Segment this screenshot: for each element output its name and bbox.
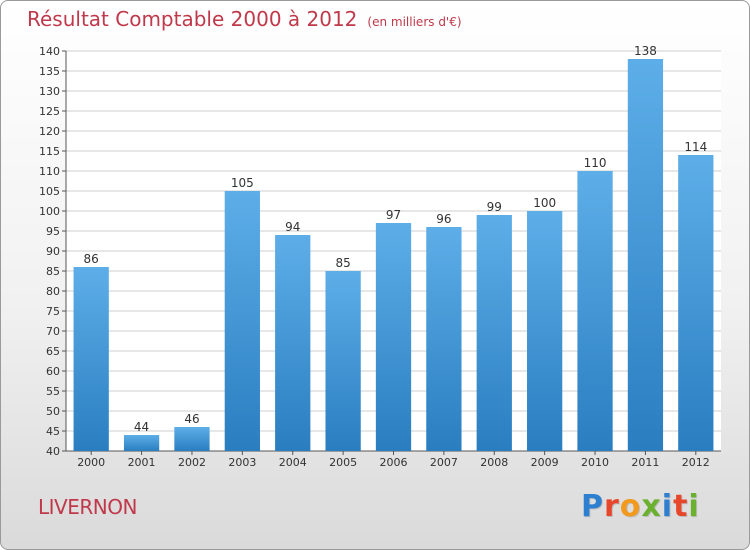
bar-value-label: 100 (533, 196, 556, 210)
bar (325, 271, 361, 451)
bar (375, 223, 412, 451)
bar-value-label: 105 (231, 176, 254, 190)
bar-value-label: 99 (487, 200, 502, 214)
x-tick-label: 2003 (228, 456, 256, 469)
y-tick-label: 85 (46, 265, 60, 278)
y-tick-label: 110 (39, 165, 60, 178)
y-tick-label: 75 (46, 305, 60, 318)
logo-letter: P (581, 489, 604, 524)
bar-value-label: 46 (184, 412, 199, 426)
place-name: LIVERNON (38, 495, 137, 519)
bar-value-label: 44 (134, 420, 149, 434)
y-tick-label: 130 (39, 85, 60, 98)
y-tick-label: 105 (39, 185, 60, 198)
bar-value-label: 94 (285, 220, 300, 234)
x-tick-label: 2005 (329, 456, 357, 469)
y-tick-label: 80 (46, 285, 60, 298)
y-tick-label: 60 (46, 365, 60, 378)
y-tick-label: 115 (39, 145, 60, 158)
chart-title: Résultat Comptable 2000 à 2012 (en millie… (27, 7, 462, 31)
y-tick-label: 140 (39, 45, 60, 58)
x-tick-label: 2009 (531, 456, 559, 469)
y-tick-label: 65 (46, 345, 60, 358)
y-tick-label: 45 (46, 425, 60, 438)
bar (275, 235, 311, 451)
x-tick-label: 2002 (178, 456, 206, 469)
bar-value-label: 110 (584, 156, 607, 170)
bar (123, 435, 160, 451)
y-tick-label: 70 (46, 325, 60, 338)
x-tick-label: 2012 (682, 456, 710, 469)
bar (73, 267, 109, 451)
bar (577, 171, 613, 451)
y-tick-label: 90 (46, 245, 60, 258)
bar-value-label: 86 (84, 252, 99, 266)
x-tick-label: 2006 (380, 456, 408, 469)
x-tick-label: 2000 (77, 456, 105, 469)
x-tick-label: 2010 (581, 456, 609, 469)
chart-subtitle: (en milliers d'€) (367, 15, 462, 29)
logo-letter: r (604, 489, 620, 524)
bar-value-label: 96 (436, 212, 451, 226)
x-tick-label: 2008 (480, 456, 508, 469)
logo-letter: x (641, 489, 662, 524)
bar (476, 215, 512, 451)
chart-title-text: Résultat Comptable 2000 à 2012 (27, 7, 358, 31)
y-tick-label: 95 (46, 225, 60, 238)
x-tick-label: 2001 (128, 456, 156, 469)
y-tick-label: 135 (39, 65, 60, 78)
y-tick-label: 55 (46, 385, 60, 398)
bar-value-label: 138 (634, 44, 657, 58)
bar (224, 191, 260, 451)
y-tick-label: 50 (46, 405, 60, 418)
y-tick-label: 100 (39, 205, 60, 218)
bar (426, 227, 462, 451)
y-tick-label: 120 (39, 125, 60, 138)
y-tick-label: 40 (46, 445, 60, 458)
bar-value-label: 97 (386, 208, 401, 222)
logo-letter: i (688, 489, 700, 524)
logo-letter: i (661, 489, 674, 524)
y-tick-label: 125 (39, 105, 60, 118)
bar-value-label: 85 (335, 256, 350, 270)
bar (678, 155, 714, 451)
bar (174, 427, 210, 451)
bar-value-label: 114 (684, 140, 707, 154)
x-tick-label: 2004 (279, 456, 307, 469)
logo-letter: o (619, 489, 642, 524)
proxiti-logo: Proxiti (581, 489, 700, 524)
bar (527, 211, 563, 451)
x-tick-label: 2011 (631, 456, 659, 469)
bar (627, 59, 664, 451)
x-tick-label: 2007 (430, 456, 458, 469)
logo-letter: t (673, 489, 689, 524)
